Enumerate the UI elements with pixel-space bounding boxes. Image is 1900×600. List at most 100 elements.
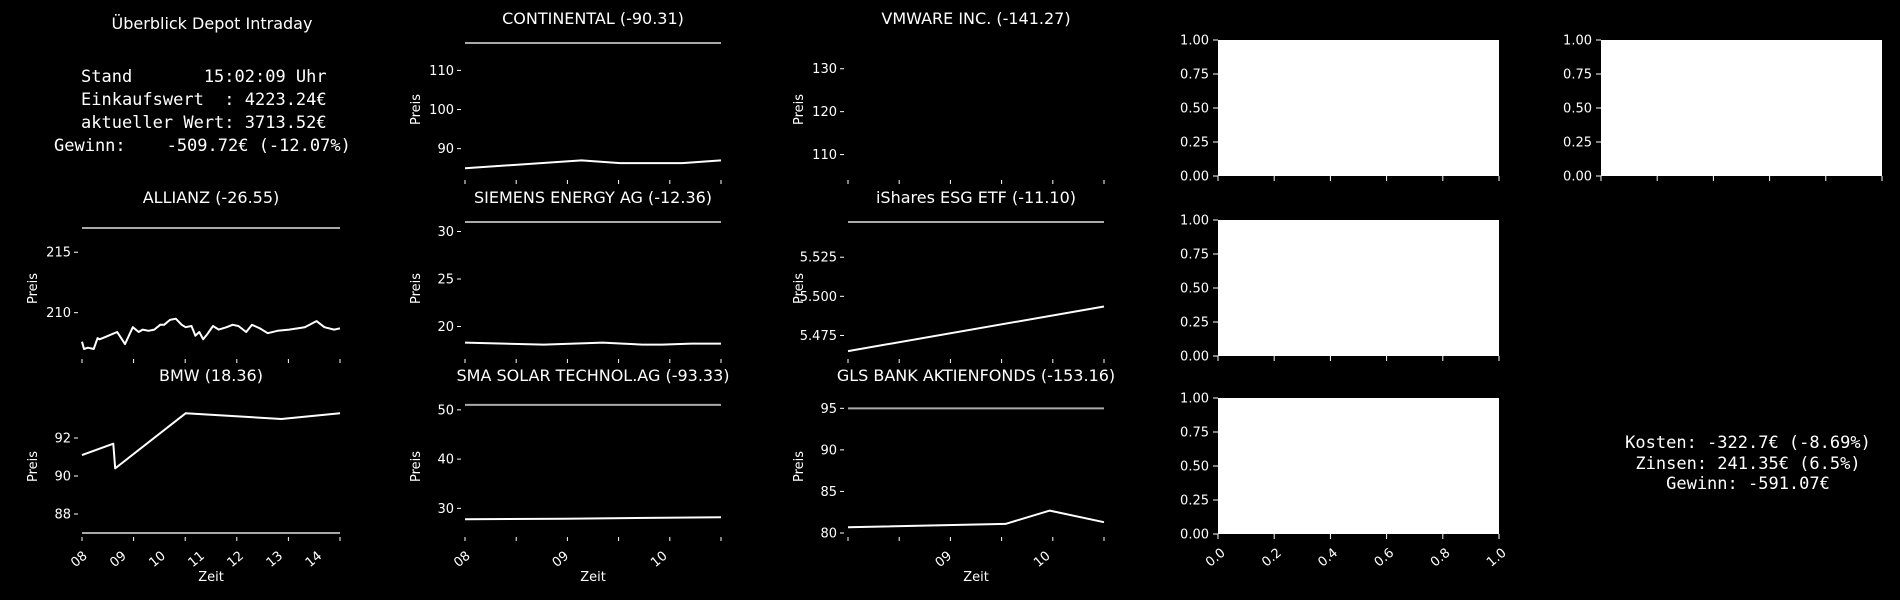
y-tick-label: 0.25	[1180, 136, 1209, 151]
chart-panel: CONTINENTAL (-90.31) 90 100 110 Preis	[409, 9, 722, 184]
chart-title: ALLIANZ (-26.55)	[143, 188, 280, 207]
y-tick-label: 1.00	[1180, 214, 1209, 229]
y-tick-label: 215	[46, 246, 71, 261]
x-tick-label: 0.4	[1315, 546, 1340, 571]
x-tick-label: 11	[186, 549, 208, 571]
y-tick-label: 30	[437, 502, 454, 517]
x-tick-label: 10	[146, 549, 168, 571]
y-tick-label: 100	[429, 103, 454, 118]
chart-title: iShares ESG ETF (-11.10)	[876, 188, 1076, 207]
y-axis-label: Preis	[409, 451, 424, 482]
price-series-line	[464, 516, 722, 521]
y-tick-label: 120	[812, 105, 837, 120]
y-tick-label: 1.00	[1563, 34, 1592, 49]
price-series-line	[847, 509, 1105, 529]
y-tick-label: 130	[812, 62, 837, 77]
price-series-line	[464, 159, 722, 170]
y-tick-label: 40	[437, 453, 454, 468]
y-tick-label: 110	[429, 64, 454, 79]
x-tick-label: 0.8	[1428, 546, 1453, 571]
chart-panel: iShares ESG ETF (-11.10) 5.475 5.500 5.525 P…	[792, 188, 1105, 363]
chart-title: VMWARE INC. (-141.27)	[881, 9, 1070, 28]
x-tick-label: 0.6	[1372, 546, 1397, 571]
y-tick-label: 5.500	[800, 290, 837, 305]
y-tick-label: 0.75	[1180, 68, 1209, 83]
x-tick-label: 14	[303, 549, 325, 571]
y-tick-label: 0.00	[1563, 170, 1592, 185]
gewinn-line: Gewinn: -509.72€ (-12.07%)	[54, 136, 351, 156]
y-tick-label: 0.00	[1180, 528, 1209, 543]
y-axis-label: Preis	[792, 273, 807, 304]
depot-summary: Stand 15:02:09 Uhr Einkaufswert : 4223.24…	[54, 66, 351, 158]
y-tick-label: 90	[820, 443, 837, 458]
x-tick-label: 13	[264, 549, 286, 571]
empty-axes-area	[1218, 40, 1499, 176]
y-tick-label: 0.50	[1180, 282, 1209, 297]
y-tick-label: 0.75	[1180, 248, 1209, 263]
y-tick-label: 1.00	[1180, 34, 1209, 49]
x-tick-label: 09	[107, 549, 129, 571]
aktueller-wert-line: aktueller Wert: 3713.52€	[81, 113, 327, 133]
y-tick-label: 210	[46, 306, 71, 321]
x-tick-label: 12	[225, 549, 247, 571]
y-tick-label: 88	[54, 508, 71, 523]
y-tick-label: 90	[54, 470, 71, 485]
y-axis-label: Preis	[26, 273, 41, 304]
x-tick-label: 10	[648, 549, 670, 571]
chart-title: SIEMENS ENERGY AG (-12.36)	[474, 188, 712, 207]
empty-axes-area	[1218, 398, 1499, 534]
y-axis-label: Preis	[409, 273, 424, 304]
chart-panel: ALLIANZ (-26.55) 210 215 Preis	[26, 188, 341, 363]
x-tick-label: 0.0	[1203, 546, 1228, 571]
y-tick-label: 1.00	[1180, 392, 1209, 407]
chart-title: GLS BANK AKTIENFONDS (-153.16)	[837, 366, 1115, 385]
page-title: Überblick Depot Intraday	[111, 14, 313, 33]
chart-panel: GLS BANK AKTIENFONDS (-153.16) 80 85 90 95 Pr…	[792, 366, 1115, 585]
price-series-line	[847, 305, 1105, 353]
x-tick-label: 1.0	[1484, 546, 1509, 571]
zinsen-line: Zinsen: 241.35€ (6.5%)	[1635, 453, 1861, 474]
x-tick-label: 0.2	[1259, 546, 1284, 571]
x-tick-label: 09	[933, 549, 955, 571]
x-axis-label: Zeit	[963, 570, 989, 585]
x-tick-label: 08	[68, 549, 90, 571]
y-tick-label: 0.50	[1563, 102, 1592, 117]
y-tick-label: 110	[812, 148, 837, 163]
y-tick-label: 20	[437, 320, 454, 335]
y-axis-label: Preis	[26, 451, 41, 482]
stand-line: Stand 15:02:09 Uhr	[81, 67, 327, 87]
y-tick-label: 0.75	[1180, 426, 1209, 441]
y-tick-label: 30	[437, 225, 454, 240]
empty-axes-area	[1601, 40, 1882, 176]
total-gewinn-line: Gewinn: -591.07€	[1666, 474, 1830, 494]
y-tick-label: 5.475	[800, 329, 837, 344]
chart-panel: BMW (18.36) 88 90 92 Preis 08 09 10 11 12 13 14 Zeit	[26, 366, 341, 585]
y-tick-label: 0.00	[1180, 170, 1209, 185]
y-tick-label: 0.75	[1563, 68, 1592, 83]
chart-panel: 0.00 0.25 0.50 0.75 1.00	[1180, 214, 1500, 365]
y-tick-label: 0.50	[1180, 460, 1209, 475]
chart-panel: SIEMENS ENERGY AG (-12.36) 20 25 30 Preis	[409, 188, 722, 363]
y-axis-label: Preis	[792, 94, 807, 125]
y-tick-label: 90	[437, 142, 454, 157]
x-axis-label: Zeit	[198, 570, 224, 585]
y-tick-label: 95	[820, 402, 837, 417]
y-tick-label: 92	[54, 432, 71, 447]
chart-title: SMA SOLAR TECHNOL.AG (-93.33)	[456, 366, 729, 385]
einkaufswert-line: Einkaufswert : 4223.24€	[81, 90, 327, 110]
chart-title: CONTINENTAL (-90.31)	[502, 9, 684, 28]
y-tick-label: 5.525	[800, 251, 837, 266]
empty-axes-area	[1218, 220, 1499, 356]
x-tick-label: 10	[1031, 549, 1053, 571]
y-tick-label: 0.25	[1180, 316, 1209, 331]
y-tick-label: 0.25	[1563, 136, 1592, 151]
y-tick-label: 80	[820, 527, 837, 542]
y-axis-label: Preis	[409, 94, 424, 125]
y-tick-label: 85	[820, 485, 837, 500]
y-tick-label: 0.50	[1180, 102, 1209, 117]
chart-panel: VMWARE INC. (-141.27) 110 120 130 Preis	[792, 9, 1105, 184]
price-series-line	[464, 341, 721, 346]
kosten-line: Kosten: -322.7€ (-8.69%)	[1625, 433, 1871, 453]
y-tick-label: 0.25	[1180, 494, 1209, 509]
chart-panel: 0.00 0.25 0.50 0.75 1.00	[1563, 34, 1883, 185]
